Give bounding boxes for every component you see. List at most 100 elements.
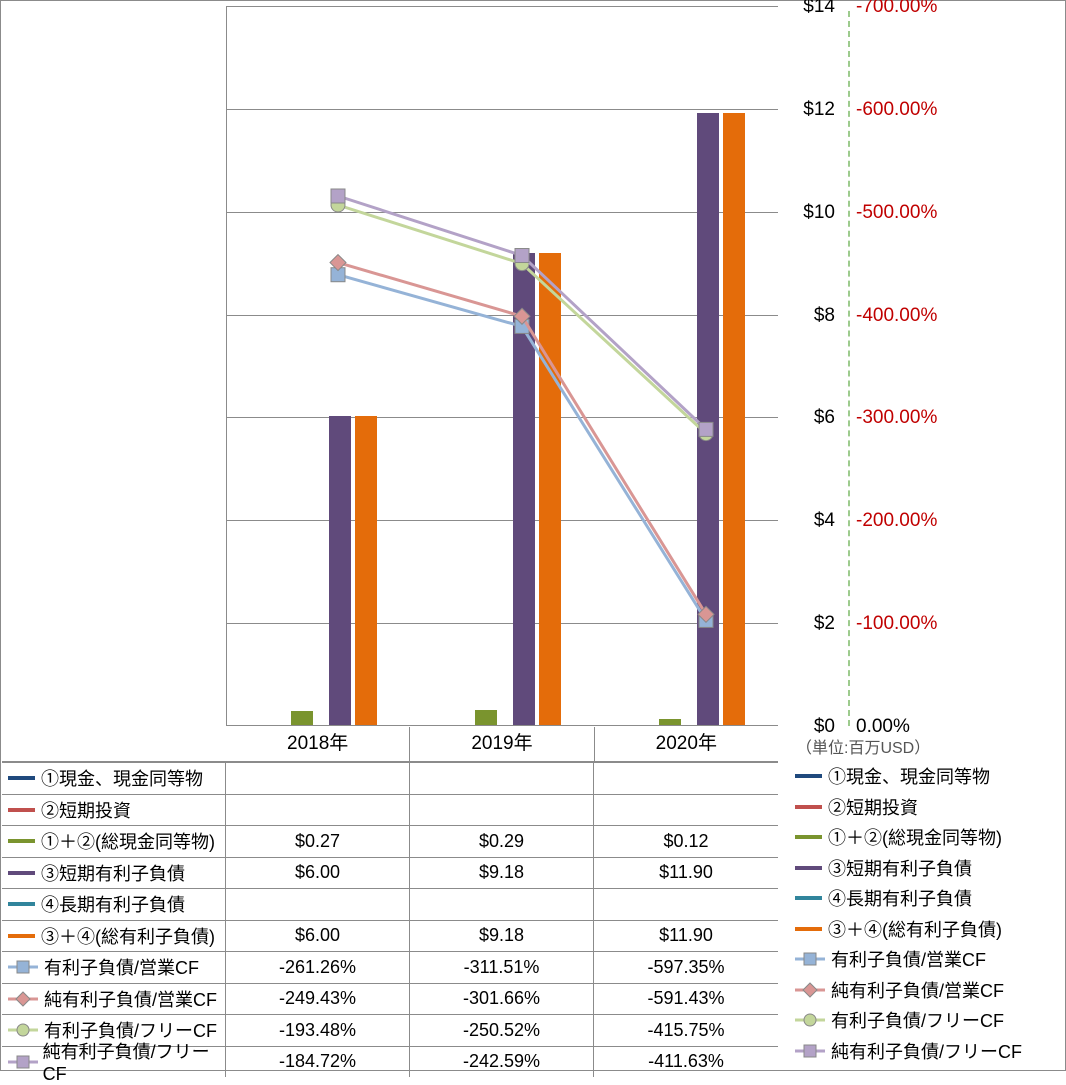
y2-tick-label: -500.00% [856,202,937,224]
grid-line [227,109,778,110]
legend-item: ③短期有利子負債 [791,853,1065,884]
bar-s6 [723,113,745,725]
table-cell: $9.18 [410,858,594,889]
table-cell [410,795,594,826]
table-row: ③短期有利子負債 $6.00$9.18$11.90 [2,857,778,889]
y1-tick-label: $10 [785,202,835,224]
y1-tick-label: $4 [785,510,835,532]
series-label: ①現金、現金同等物 [41,765,203,791]
swatch-line [8,1054,37,1070]
series-label: 有利子負債/フリーCF [831,1007,1004,1033]
table-cell: -261.26% [226,952,410,983]
swatch-bar [795,774,822,778]
series-label: ①＋②(総現金同等物) [828,824,1002,850]
swatch-bar [795,866,822,870]
table-cell [226,763,410,794]
swatch-line [795,1012,825,1028]
bar-s4 [513,253,535,725]
legend-key: 純有利子負債/フリーCF [2,1047,226,1078]
series-label: 純有利子負債/営業CF [831,977,1004,1003]
grid-line [227,212,778,213]
series-label: ②短期投資 [41,797,131,823]
series-label: ③＋④(総有利子負債) [41,923,215,949]
swatch-bar [8,871,35,875]
legend-item: ③＋④(総有利子負債) [791,914,1065,945]
legend-key: ②短期投資 [2,795,226,826]
y1-tick-label: $12 [785,99,835,121]
table-cell: $9.18 [410,921,594,952]
bar-s4 [697,113,719,725]
grid-line [227,315,778,316]
legend-item: 有利子負債/営業CF [791,944,1065,975]
plot-area [226,6,778,726]
legend-item: ①現金、現金同等物 [791,761,1065,792]
swatch-bar [795,835,822,839]
table-row: ④長期有利子負債 [2,888,778,920]
series-label: 純有利子負債/営業CF [44,986,217,1012]
series-label: ①＋②(総現金同等物) [41,828,215,854]
legend-key: ①現金、現金同等物 [2,763,226,794]
table-cell [226,795,410,826]
grid-line [227,6,778,7]
x-axis-label: 2018年 [226,727,409,761]
x-axis: 2018年2019年2020年 [226,727,778,761]
table-cell: $6.00 [226,921,410,952]
table-cell [410,763,594,794]
table-cell: -311.51% [410,952,594,983]
swatch-bar [8,902,35,906]
swatch-bar [795,896,822,900]
series-label: ③短期有利子負債 [828,855,972,881]
chart-container: $0$2$4$6$8$10$12$14 0.00%-100.00%-200.00… [0,0,1066,1071]
bar-s3 [659,719,681,725]
table-cell: $0.12 [594,826,778,857]
data-table: ①現金、現金同等物 ②短期投資①＋②(総現金同等物)$0.27$0.29$0.12… [2,761,778,1077]
grid-line [227,623,778,624]
table-cell: $0.29 [410,826,594,857]
series-label: ④長期有利子負債 [828,885,972,911]
legend-key: ③短期有利子負債 [2,858,226,889]
legend-key: ③＋④(総有利子負債) [2,921,226,952]
swatch-bar [8,839,35,843]
swatch-line [8,991,38,1007]
secondary-axis-line [848,11,850,726]
bar-s3 [291,711,313,725]
y2-tick-label: -600.00% [856,99,937,121]
table-row: ①＋②(総現金同等物)$0.27$0.29$0.12 [2,825,778,857]
swatch-line [795,951,825,967]
table-cell [594,763,778,794]
bar-s6 [355,416,377,725]
legend-item: 純有利子負債/営業CF [791,975,1065,1006]
table-row: ①現金、現金同等物 [2,762,778,794]
series-label: 有利子負債/営業CF [831,946,986,972]
table-cell: $6.00 [226,858,410,889]
secondary-y-axis: 0.00%-100.00%-200.00%-300.00%-400.00%-50… [856,6,956,746]
series-label: ③＋④(総有利子負債) [828,916,1002,942]
swatch-line [795,1043,825,1059]
table-cell: $11.90 [594,921,778,952]
table-cell: $11.90 [594,858,778,889]
grid-line [227,417,778,418]
primary-y-axis: $0$2$4$6$8$10$12$14 [785,6,835,746]
swatch-line [8,1022,38,1038]
legend-item: ④長期有利子負債 [791,883,1065,914]
series-label: 有利子負債/営業CF [44,954,199,980]
swatch-bar [795,927,822,931]
legend-item: ①＋②(総現金同等物) [791,822,1065,853]
grid-line [227,520,778,521]
y2-tick-label: -200.00% [856,510,937,532]
y2-tick-label: -400.00% [856,305,937,327]
series-label: 純有利子負債/フリーCF [831,1038,1022,1064]
series-label: ③短期有利子負債 [41,860,185,886]
table-cell: -184.72% [226,1047,410,1078]
swatch-line [795,982,825,998]
table-cell: -415.75% [594,1015,778,1046]
bar-s4 [329,416,351,725]
table-row: ②短期投資 [2,794,778,826]
table-cell: -591.43% [594,984,778,1015]
legend-item: 純有利子負債/フリーCF [791,1036,1065,1067]
swatch-bar [8,776,35,780]
legend-key: ①＋②(総現金同等物) [2,826,226,857]
swatch-bar [8,808,35,812]
table-cell: -301.66% [410,984,594,1015]
table-cell [594,889,778,920]
